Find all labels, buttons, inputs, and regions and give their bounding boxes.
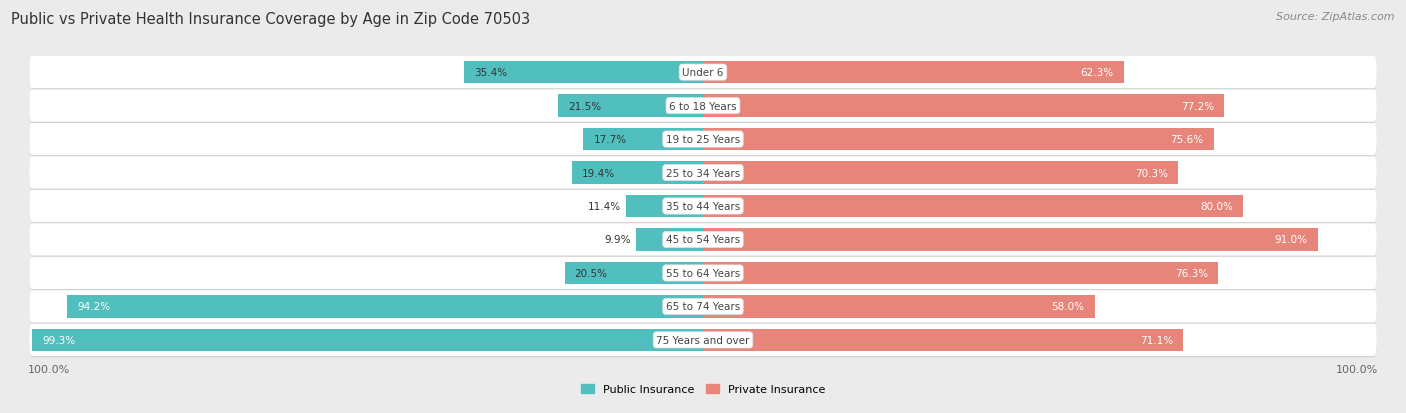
- Text: 6 to 18 Years: 6 to 18 Years: [669, 101, 737, 112]
- Bar: [703, 128, 1213, 151]
- Text: Source: ZipAtlas.com: Source: ZipAtlas.com: [1277, 12, 1395, 22]
- Text: 99.3%: 99.3%: [42, 335, 76, 345]
- FancyBboxPatch shape: [30, 123, 1376, 156]
- Bar: [636, 228, 703, 251]
- Text: 80.0%: 80.0%: [1201, 202, 1233, 211]
- Text: 19 to 25 Years: 19 to 25 Years: [666, 135, 740, 145]
- FancyBboxPatch shape: [30, 192, 1376, 224]
- Text: 58.0%: 58.0%: [1052, 301, 1084, 312]
- Text: 100.0%: 100.0%: [1336, 364, 1378, 374]
- Text: 9.9%: 9.9%: [605, 235, 631, 245]
- Text: Public vs Private Health Insurance Coverage by Age in Zip Code 70503: Public vs Private Health Insurance Cover…: [11, 12, 530, 27]
- FancyBboxPatch shape: [30, 190, 1376, 223]
- Bar: [572, 162, 703, 185]
- Bar: [703, 195, 1243, 218]
- Text: 35.4%: 35.4%: [474, 68, 508, 78]
- FancyBboxPatch shape: [30, 291, 1376, 323]
- Bar: [703, 62, 1123, 84]
- Text: 75 Years and over: 75 Years and over: [657, 335, 749, 345]
- FancyBboxPatch shape: [30, 257, 1376, 290]
- Text: 55 to 64 Years: 55 to 64 Years: [666, 268, 740, 278]
- Bar: [703, 162, 1178, 185]
- Text: 35 to 44 Years: 35 to 44 Years: [666, 202, 740, 211]
- Bar: [703, 262, 1219, 285]
- Text: 65 to 74 Years: 65 to 74 Years: [666, 301, 740, 312]
- Bar: [558, 95, 703, 118]
- Bar: [565, 262, 703, 285]
- FancyBboxPatch shape: [30, 292, 1376, 324]
- Bar: [703, 228, 1317, 251]
- Text: 20.5%: 20.5%: [575, 268, 607, 278]
- Text: 91.0%: 91.0%: [1274, 235, 1308, 245]
- FancyBboxPatch shape: [30, 259, 1376, 291]
- FancyBboxPatch shape: [30, 159, 1376, 190]
- Text: 75.6%: 75.6%: [1170, 135, 1204, 145]
- Text: 77.2%: 77.2%: [1181, 101, 1215, 112]
- Text: 45 to 54 Years: 45 to 54 Years: [666, 235, 740, 245]
- Bar: [703, 295, 1095, 318]
- Text: 94.2%: 94.2%: [77, 301, 110, 312]
- Text: 21.5%: 21.5%: [568, 101, 600, 112]
- FancyBboxPatch shape: [30, 58, 1376, 90]
- FancyBboxPatch shape: [30, 325, 1376, 357]
- FancyBboxPatch shape: [30, 125, 1376, 157]
- Text: 71.1%: 71.1%: [1140, 335, 1173, 345]
- Bar: [464, 62, 703, 84]
- FancyBboxPatch shape: [30, 157, 1376, 189]
- FancyBboxPatch shape: [30, 90, 1376, 122]
- Legend: Public Insurance, Private Insurance: Public Insurance, Private Insurance: [576, 380, 830, 399]
- Text: 62.3%: 62.3%: [1081, 68, 1114, 78]
- Bar: [583, 128, 703, 151]
- Text: Under 6: Under 6: [682, 68, 724, 78]
- Bar: [66, 295, 703, 318]
- Text: 70.3%: 70.3%: [1135, 168, 1168, 178]
- FancyBboxPatch shape: [30, 92, 1376, 123]
- Bar: [703, 95, 1225, 118]
- FancyBboxPatch shape: [30, 57, 1376, 89]
- Bar: [626, 195, 703, 218]
- Text: 19.4%: 19.4%: [582, 168, 616, 178]
- Text: 17.7%: 17.7%: [593, 135, 627, 145]
- Text: 100.0%: 100.0%: [28, 364, 70, 374]
- Text: 25 to 34 Years: 25 to 34 Years: [666, 168, 740, 178]
- FancyBboxPatch shape: [30, 324, 1376, 356]
- Text: 11.4%: 11.4%: [588, 202, 620, 211]
- FancyBboxPatch shape: [30, 224, 1376, 256]
- Bar: [32, 329, 703, 351]
- Text: 76.3%: 76.3%: [1175, 268, 1208, 278]
- Bar: [703, 329, 1184, 351]
- FancyBboxPatch shape: [30, 225, 1376, 257]
